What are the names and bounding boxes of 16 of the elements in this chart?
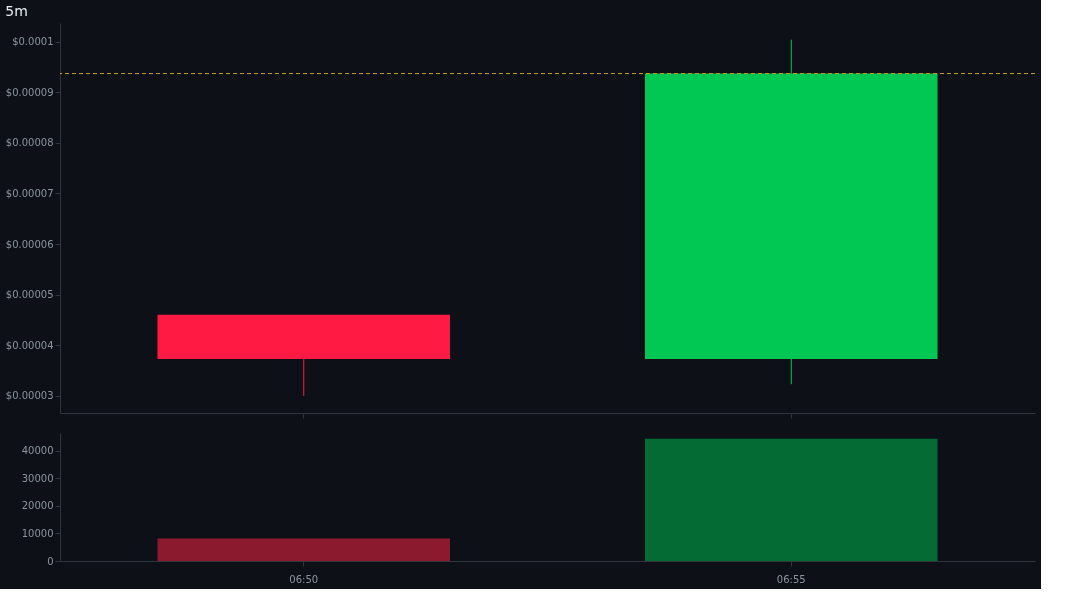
y-tick-label: 20000 bbox=[21, 500, 54, 512]
y-tick-label: $0.00003 bbox=[5, 390, 54, 402]
y-tick-label: 10000 bbox=[21, 527, 54, 539]
x-tick-label: 06:50 bbox=[289, 573, 319, 585]
y-tick-label: 40000 bbox=[21, 445, 54, 457]
chart-title: 5m bbox=[5, 3, 28, 19]
y-tick-label: $0.00009 bbox=[5, 86, 54, 98]
y-tick-label: $0.00008 bbox=[5, 137, 54, 149]
y-tick-label: $0.00004 bbox=[5, 339, 54, 351]
y-tick-label: $0.0001 bbox=[12, 36, 54, 48]
y-tick-label: 30000 bbox=[21, 472, 54, 484]
y-tick-label: $0.00007 bbox=[5, 187, 54, 199]
y-tick-label: $0.00006 bbox=[5, 238, 54, 250]
y-tick-label: $0.00005 bbox=[5, 289, 54, 301]
y-tick-label: 0 bbox=[47, 555, 54, 567]
x-tick-label: 06:55 bbox=[776, 573, 806, 585]
